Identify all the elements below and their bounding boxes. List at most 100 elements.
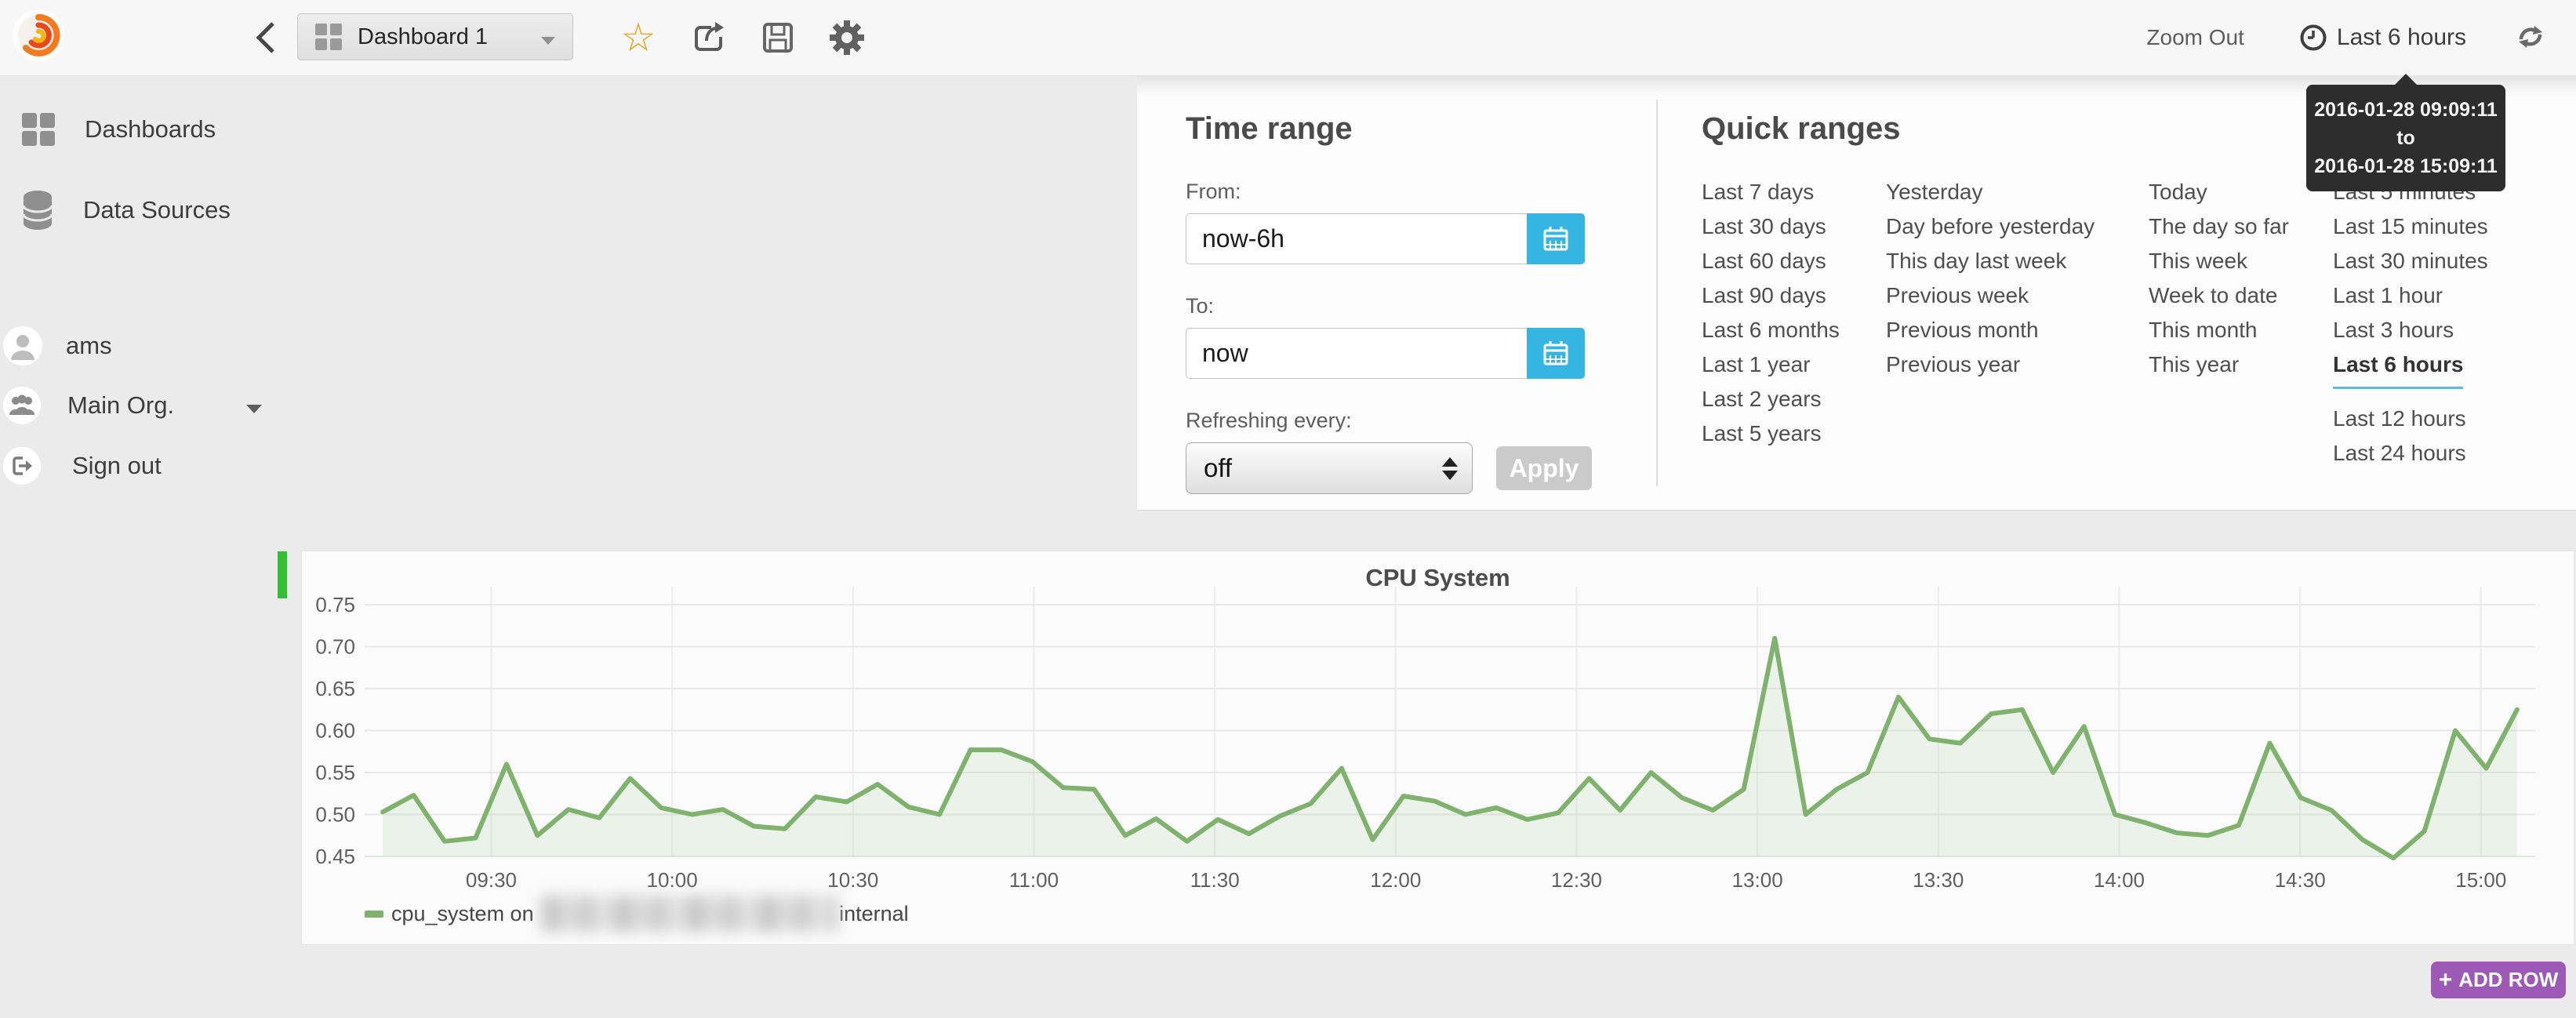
dashboard-switcher-button[interactable]: Dashboard 1	[297, 13, 573, 60]
quick-range-item[interactable]: Last 60 days	[1702, 249, 1826, 273]
time-range-tooltip: 2016-01-28 09:09:11 to 2016-01-28 15:09:…	[2306, 74, 2505, 191]
to-label: To:	[1186, 294, 1215, 318]
zoom-out-button[interactable]: Zoom Out	[2146, 25, 2244, 49]
select-arrows-icon	[1442, 456, 1458, 480]
quick-range-item[interactable]: The day so far	[2149, 214, 2289, 238]
quick-range-item[interactable]: Yesterday	[1886, 180, 1983, 204]
sidebar-item-label: Data Sources	[83, 196, 231, 224]
save-button[interactable]	[756, 16, 800, 60]
quick-ranges-column-2: Yesterday Day before yesterday This day la…	[1886, 175, 2149, 471]
quick-range-item[interactable]: Previous year	[1886, 352, 2021, 376]
chevron-down-icon	[246, 404, 263, 413]
star-icon: ☆	[620, 16, 656, 60]
cpu-system-chart[interactable]: 09:30 10:00 10:30 11:00 11:30 12:00 12:30 13:00…	[302, 551, 2574, 944]
settings-button[interactable]	[825, 16, 869, 60]
svg-text:12:30: 12:30	[1551, 868, 1602, 892]
sidebar-item-data-sources[interactable]: Data Sources	[20, 190, 231, 231]
legend-swatch-icon[interactable]	[365, 910, 383, 918]
dashboard-title: Dashboard 1	[358, 24, 489, 49]
chevron-left-icon	[256, 22, 274, 53]
quick-range-item[interactable]: Previous week	[1886, 283, 2029, 307]
calendar-icon	[1543, 226, 1568, 250]
quick-range-item[interactable]: Previous month	[1886, 318, 2039, 342]
svg-text:14:30: 14:30	[2275, 868, 2326, 892]
quick-range-item[interactable]: Last 24 hours	[2333, 441, 2466, 465]
quick-range-item[interactable]: Last 6 months	[1702, 318, 1840, 342]
add-row-button[interactable]: + ADD ROW	[2431, 962, 2566, 998]
quick-range-item[interactable]: Last 2 years	[1702, 387, 1822, 411]
plus-icon: +	[2438, 966, 2453, 993]
user-icon	[11, 335, 35, 360]
svg-text:10:00: 10:00	[647, 868, 698, 892]
star-button[interactable]: ☆	[616, 16, 660, 60]
chart-legend: cpu_system on internal	[365, 896, 909, 932]
quick-range-item[interactable]: Last 3 hours	[2333, 318, 2454, 342]
refresh-icon	[2519, 25, 2542, 48]
refresh-button[interactable]	[2515, 22, 2546, 54]
sign-out-icon	[3, 447, 41, 485]
row-menu-handle[interactable]	[278, 551, 287, 598]
sidebar-item-sign-out[interactable]: Sign out	[3, 447, 162, 485]
quick-range-item[interactable]: Week to date	[2149, 283, 2278, 307]
graph-panel: 09:30 10:00 10:30 11:00 11:30 12:00 12:30 13:00…	[301, 551, 2574, 945]
quick-range-item[interactable]: Last 5 years	[1702, 421, 1822, 445]
quick-range-item[interactable]: This month	[2149, 318, 2258, 342]
top-navbar: Dashboard 1 ☆	[0, 0, 2576, 76]
dashboards-grid-icon	[22, 113, 55, 146]
sidebar-item-org-switcher[interactable]: Main Org.	[3, 387, 263, 424]
from-input[interactable]	[1186, 213, 1527, 264]
svg-text:09:30: 09:30	[466, 868, 517, 892]
to-input[interactable]	[1186, 328, 1527, 379]
svg-text:10:30: 10:30	[827, 868, 878, 892]
gear-icon	[830, 20, 864, 55]
from-calendar-button[interactable]	[1527, 213, 1585, 264]
add-row-label: ADD ROW	[2458, 968, 2559, 991]
save-icon	[763, 23, 793, 53]
tooltip-from: 2016-01-28 09:09:11	[2314, 99, 2498, 121]
sidebar-item-dashboards[interactable]: Dashboards	[20, 111, 216, 147]
legend-series-suffix[interactable]: internal	[839, 901, 909, 925]
quick-range-item[interactable]: Last 30 days	[1702, 214, 1826, 238]
quick-ranges-column-1: Last 7 days Last 30 days Last 60 days Last …	[1702, 175, 1886, 471]
share-button[interactable]	[687, 16, 731, 60]
user-name: ams	[66, 332, 112, 359]
svg-text:0.75: 0.75	[315, 593, 355, 616]
svg-text:0.65: 0.65	[315, 677, 355, 700]
quick-range-item[interactable]: This week	[2149, 249, 2248, 273]
quick-range-item[interactable]: Last 90 days	[1702, 283, 1826, 307]
quick-ranges-heading: Quick ranges	[1702, 111, 1901, 146]
quick-range-item[interactable]: Today	[2149, 180, 2207, 204]
svg-text:0.60: 0.60	[315, 719, 355, 743]
quick-range-item[interactable]: Last 15 minutes	[2333, 214, 2488, 238]
to-calendar-button[interactable]	[1527, 328, 1585, 379]
quick-range-item[interactable]: This year	[2149, 352, 2240, 376]
time-range-picker-button[interactable]: Last 6 hours	[2299, 24, 2466, 52]
redacted-hostname	[541, 896, 838, 932]
sidebar-item-label: Dashboards	[85, 115, 216, 143]
org-name: Main Org.	[67, 391, 175, 419]
sidebar-user[interactable]: ams	[3, 326, 112, 365]
quick-range-item[interactable]: Last 30 minutes	[2333, 249, 2488, 273]
quick-range-item[interactable]: Last 6 hours	[2333, 347, 2464, 389]
panel-divider	[1656, 100, 1658, 486]
back-button[interactable]	[249, 19, 287, 56]
legend-series-prefix[interactable]: cpu_system on	[391, 901, 534, 925]
quick-range-item[interactable]: Last 1 year	[1702, 352, 1811, 376]
quick-range-item[interactable]: This day last week	[1886, 249, 2067, 273]
svg-text:11:30: 11:30	[1190, 868, 1240, 892]
quick-range-item[interactable]: Last 1 hour	[2333, 283, 2443, 307]
grafana-logo-icon[interactable]	[13, 9, 64, 61]
users-group-icon	[3, 387, 41, 424]
navbar-right-group: Zoom Out Last 6 hours	[2146, 0, 2576, 75]
quick-range-item[interactable]: Last 7 days	[1702, 180, 1815, 204]
apply-button[interactable]: Apply	[1496, 446, 1592, 490]
svg-text:15:00: 15:00	[2455, 868, 2506, 892]
refresh-interval-select[interactable]: off	[1186, 442, 1473, 494]
from-label: From:	[1186, 180, 1241, 203]
panel-title[interactable]: CPU System	[1365, 564, 1510, 591]
svg-text:0.50: 0.50	[315, 803, 355, 827]
share-icon	[695, 22, 724, 51]
quick-range-item[interactable]: Last 12 hours	[2333, 406, 2466, 431]
quick-range-item[interactable]: Day before yesterday	[1886, 214, 2095, 238]
